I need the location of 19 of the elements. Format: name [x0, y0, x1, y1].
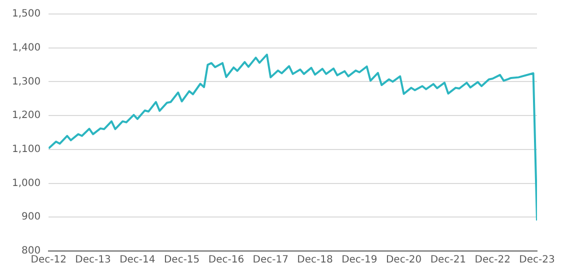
- y-tick-label: 1,500: [12, 8, 41, 20]
- y-tick-label: 1,400: [12, 42, 41, 54]
- y-tick-label: 1,300: [12, 76, 41, 88]
- x-tick-label: Dec-16: [208, 254, 244, 266]
- x-tick-label: Dec-19: [342, 254, 378, 266]
- x-tick-label: Dec-15: [164, 254, 200, 266]
- y-tick-label: 1,100: [12, 144, 41, 156]
- y-tick-label: 1,000: [12, 178, 41, 189]
- x-tick-label: Dec-21: [430, 254, 466, 266]
- x-tick-label: Dec-12: [30, 254, 66, 266]
- x-tick-label: Dec-23: [519, 254, 555, 266]
- x-tick-label: Dec-20: [386, 254, 422, 266]
- y-tick-label: 900: [22, 212, 41, 223]
- x-tick-label: Dec-22: [474, 254, 510, 266]
- x-tick-label: Dec-13: [75, 254, 111, 266]
- x-tick-label: Dec-17: [252, 254, 288, 266]
- y-tick-label: 1,200: [12, 110, 41, 122]
- x-tick-label: Dec-14: [120, 254, 156, 266]
- x-tick-label: Dec-18: [297, 254, 333, 266]
